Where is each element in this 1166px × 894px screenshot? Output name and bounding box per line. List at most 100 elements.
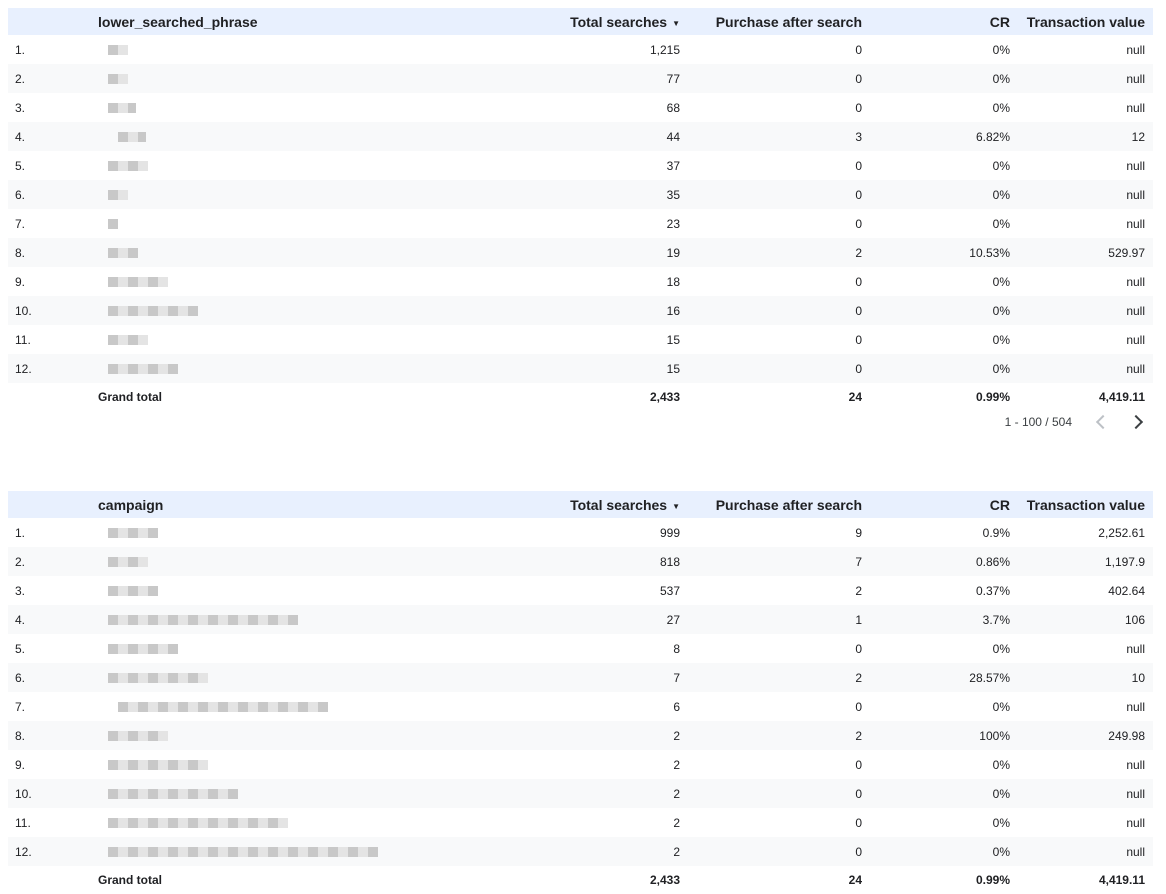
- row-index: 3.: [15, 100, 26, 115]
- cell-total-searches: 6: [673, 699, 680, 714]
- table-body: 1. 999 9 0.9% 2,252.61 2. 818 7 0.86% 1,197.9 3. 53…: [8, 518, 1153, 866]
- cell-purchase-after-search: 0: [855, 71, 862, 86]
- cell-purchase-after-search: 0: [855, 641, 862, 656]
- cell-cr: 0%: [992, 158, 1010, 173]
- cell-total-searches: 537: [659, 583, 680, 598]
- redacted-dimension-value: [98, 779, 448, 808]
- cell-cr: 0%: [992, 844, 1010, 859]
- redacted-dimension-value: [98, 180, 448, 209]
- cell-transaction-value: null: [1126, 187, 1145, 202]
- table-row: 6. 7 2 28.57% 10: [8, 663, 1153, 692]
- next-page-button[interactable]: [1128, 414, 1144, 430]
- grand-total-purchase: 24: [848, 390, 862, 404]
- column-header-total-searches[interactable]: Total searches ▼: [448, 14, 680, 30]
- row-index: 12.: [15, 844, 32, 859]
- column-header-cr[interactable]: CR: [989, 496, 1010, 513]
- cell-total-searches: 15: [666, 332, 680, 347]
- pagination-range: 1 - 100 / 504: [1004, 415, 1072, 429]
- table-row: 3. 68 0 0% null: [8, 93, 1153, 122]
- cell-transaction-value: 10: [1131, 670, 1145, 685]
- table-row: 6. 35 0 0% null: [8, 180, 1153, 209]
- cell-transaction-value: 529.97: [1108, 245, 1145, 260]
- cell-cr: 0%: [992, 641, 1010, 656]
- redacted-dimension-value: [98, 721, 448, 750]
- table-row: 9. 2 0 0% null: [8, 750, 1153, 779]
- chevron-right-icon: [1128, 414, 1144, 430]
- cell-total-searches: 77: [666, 71, 680, 86]
- cell-total-searches: 37: [666, 158, 680, 173]
- cell-cr: 6.82%: [975, 129, 1010, 144]
- redacted-dimension-value: [98, 64, 448, 93]
- table-row: 11. 15 0 0% null: [8, 325, 1153, 354]
- cell-cr: 0%: [992, 786, 1010, 801]
- cell-purchase-after-search: 0: [855, 332, 862, 347]
- column-header-campaign[interactable]: campaign: [98, 496, 164, 513]
- cell-total-searches: 999: [659, 525, 680, 540]
- row-index: 9.: [15, 274, 26, 289]
- table-header: campaign Total searches ▼ Purchase after …: [8, 491, 1153, 518]
- cell-total-searches: 2: [673, 757, 680, 772]
- grand-total-row: Grand total 2,433 24 0.99% 4,419.11: [8, 866, 1153, 894]
- cell-purchase-after-search: 0: [855, 274, 862, 289]
- redacted-dimension-value: [98, 238, 448, 267]
- row-index: 8.: [15, 728, 26, 743]
- cell-transaction-value: 1,197.9: [1104, 554, 1145, 569]
- grand-total-cr: 0.99%: [975, 390, 1010, 404]
- cell-total-searches: 2: [673, 786, 680, 801]
- column-header-purchase-after-search[interactable]: Purchase after search: [715, 496, 862, 513]
- redacted-dimension-value: [98, 151, 448, 180]
- cell-cr: 0%: [992, 303, 1010, 318]
- cell-total-searches: 23: [666, 216, 680, 231]
- grand-total-value: 4,419.11: [1098, 390, 1145, 404]
- column-header-total-searches[interactable]: Total searches ▼: [448, 497, 680, 513]
- cell-purchase-after-search: 2: [855, 245, 862, 260]
- previous-page-button[interactable]: [1094, 414, 1111, 430]
- cell-transaction-value: null: [1126, 815, 1145, 830]
- cell-total-searches: 68: [666, 100, 680, 115]
- cell-purchase-after-search: 9: [855, 525, 862, 540]
- column-header-transaction-value[interactable]: Transaction value: [1026, 496, 1145, 513]
- cell-total-searches: 27: [666, 612, 680, 627]
- cell-cr: 0.9%: [982, 525, 1010, 540]
- table-row: 12. 15 0 0% null: [8, 354, 1153, 383]
- redacted-dimension-value: [98, 547, 448, 576]
- column-header-purchase-after-search[interactable]: Purchase after search: [715, 13, 862, 30]
- table-row: 4. 27 1 3.7% 106: [8, 605, 1153, 634]
- cell-total-searches: 8: [673, 641, 680, 656]
- redacted-dimension-value: [98, 354, 448, 383]
- cell-cr: 0.37%: [975, 583, 1010, 598]
- table-row: 12. 2 0 0% null: [8, 837, 1153, 866]
- cell-cr: 0%: [992, 699, 1010, 714]
- cell-purchase-after-search: 2: [855, 670, 862, 685]
- table-row: 11. 2 0 0% null: [8, 808, 1153, 837]
- table-row: 9. 18 0 0% null: [8, 267, 1153, 296]
- cell-transaction-value: null: [1126, 361, 1145, 376]
- row-index: 10.: [15, 786, 32, 801]
- cell-transaction-value: null: [1126, 42, 1145, 57]
- cell-transaction-value: 249.98: [1108, 728, 1145, 743]
- grand-total-value: 4,419.11: [1098, 873, 1145, 887]
- grand-total-label: Grand total: [98, 390, 163, 404]
- table-body: 1. 1,215 0 0% null 2. 77 0 0% null 3. 68 0 0% null 4. 44…: [8, 35, 1153, 383]
- cell-purchase-after-search: 0: [855, 303, 862, 318]
- redacted-dimension-value: [98, 122, 448, 151]
- cell-transaction-value: null: [1126, 274, 1145, 289]
- cell-total-searches: 35: [666, 187, 680, 202]
- column-header-cr[interactable]: CR: [989, 13, 1010, 30]
- cell-total-searches: 15: [666, 361, 680, 376]
- row-index: 6.: [15, 187, 26, 202]
- cell-cr: 0%: [992, 187, 1010, 202]
- table-row: 5. 37 0 0% null: [8, 151, 1153, 180]
- redacted-dimension-value: [98, 35, 448, 64]
- cell-cr: 10.53%: [969, 245, 1010, 260]
- cell-total-searches: 2: [673, 728, 680, 743]
- column-header-label: Total searches: [570, 13, 668, 30]
- cell-total-searches: 19: [666, 245, 680, 260]
- table-row: 3. 537 2 0.37% 402.64: [8, 576, 1153, 605]
- column-header-lower-searched-phrase[interactable]: lower_searched_phrase: [98, 13, 258, 30]
- row-index: 9.: [15, 757, 26, 772]
- cell-transaction-value: 2,252.61: [1098, 525, 1145, 540]
- column-header-transaction-value[interactable]: Transaction value: [1026, 13, 1145, 30]
- cell-total-searches: 44: [666, 129, 680, 144]
- table-row: 2. 818 7 0.86% 1,197.9: [8, 547, 1153, 576]
